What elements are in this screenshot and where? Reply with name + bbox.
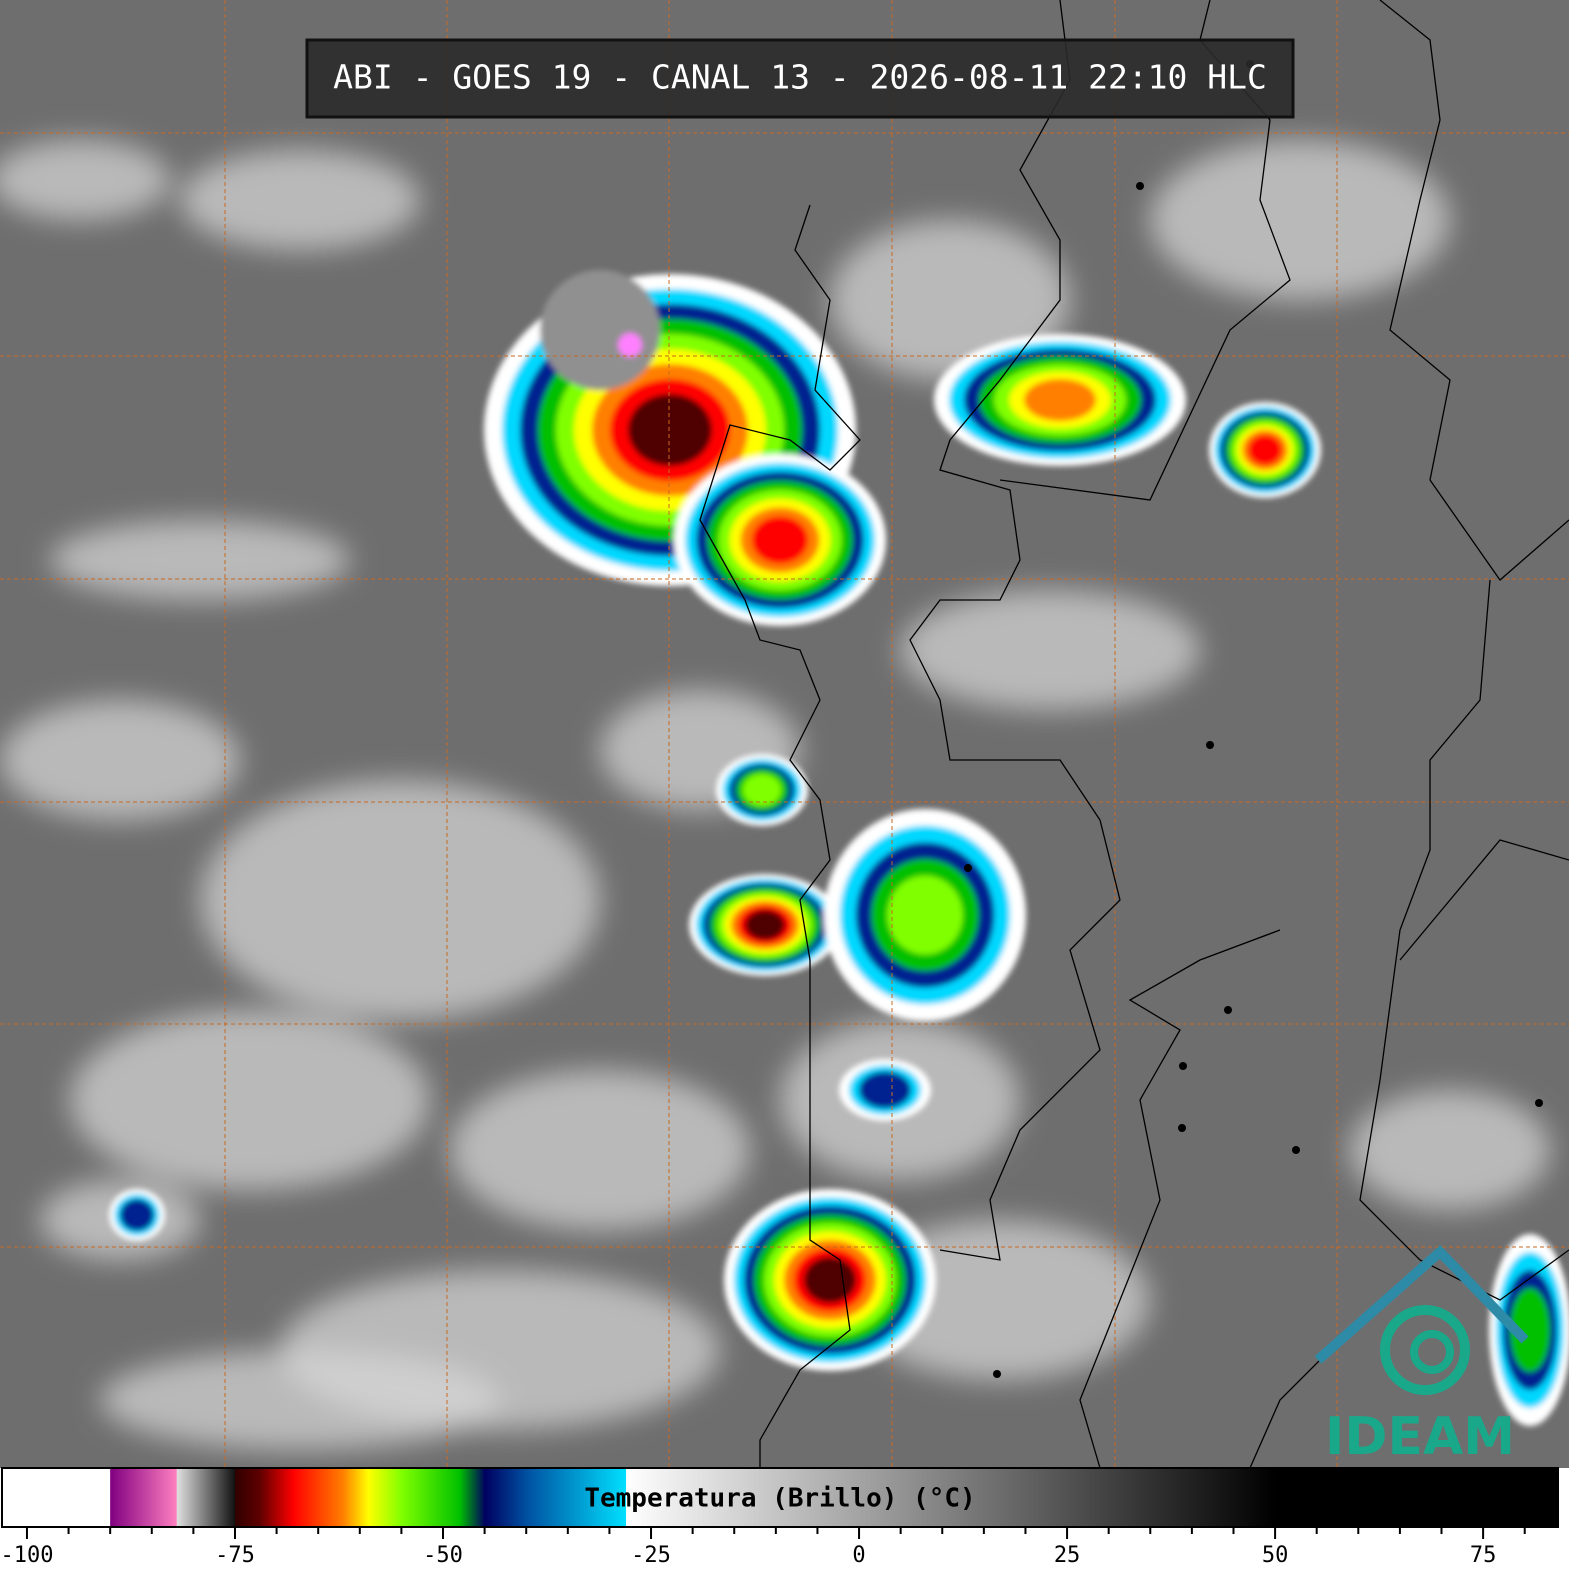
colorbar: -100 -75 -50 -25 0 25 50 75 <box>0 1468 1559 1568</box>
colorbar-segment <box>401 1468 461 1527</box>
storm-ring <box>751 516 809 564</box>
logo-icon <box>1314 1245 1529 1395</box>
colorbar-segment <box>459 1468 486 1527</box>
cloud <box>180 150 420 250</box>
cloud <box>100 1350 500 1450</box>
storm-ring <box>1510 1288 1550 1372</box>
city-markers <box>964 60 1543 1378</box>
storm-ring <box>859 1071 911 1109</box>
storm-ring <box>628 394 712 466</box>
colorbar-segment <box>110 1468 178 1527</box>
title: ABI - GOES 19 - CANAL 13 - 2026-08-11 22… <box>333 58 1267 97</box>
storm-ring <box>120 1199 154 1231</box>
cloud <box>70 1010 430 1190</box>
colorbar-segment <box>2 1468 111 1527</box>
colorbar-segment <box>368 1468 402 1527</box>
storm-ring <box>1024 379 1096 421</box>
colorbar-segment <box>626 1468 1276 1527</box>
storm-core <box>618 333 642 357</box>
storm-ring <box>1247 434 1283 466</box>
tick-label: 0 <box>852 1543 865 1568</box>
colorbar-segment <box>176 1468 236 1527</box>
colorbar-frame <box>1 1467 1559 1528</box>
cloud <box>1350 1090 1550 1210</box>
tick-label: -75 <box>215 1543 255 1568</box>
colorbar-label: Temperatura (Brillo) (°C) <box>584 1484 975 1514</box>
storm-ring <box>742 774 782 806</box>
tick-label: -25 <box>631 1543 671 1568</box>
cloud <box>0 140 170 220</box>
tick-label: -100 <box>0 1543 53 1568</box>
cloud <box>0 700 240 820</box>
storm-ring <box>887 875 963 955</box>
lat-lon-grid <box>0 0 1569 1468</box>
tick-label: 50 <box>1262 1543 1289 1568</box>
cloud <box>900 590 1200 710</box>
storm-ring <box>804 1257 856 1303</box>
tick-label: -50 <box>423 1543 463 1568</box>
title-box <box>305 38 1295 119</box>
cloud <box>1150 140 1450 300</box>
colorbar-segment <box>343 1468 369 1527</box>
storm-cells <box>109 270 1569 1426</box>
colorbar-segment <box>484 1468 527 1527</box>
logo-text: IDEAM <box>1325 1407 1515 1467</box>
cloud <box>50 520 350 600</box>
cloud-field <box>0 140 1550 1450</box>
colorbar-segment <box>259 1468 294 1527</box>
tick-label: 25 <box>1054 1543 1081 1568</box>
cloud <box>200 780 600 1020</box>
tick-label: 75 <box>1470 1543 1497 1568</box>
storm-ring <box>745 910 785 940</box>
storm-core <box>540 270 660 390</box>
colorbar-segment <box>526 1468 627 1527</box>
colorbar-segment <box>1275 1468 1559 1527</box>
cloud <box>450 1070 750 1230</box>
colorbar-segment <box>293 1468 344 1527</box>
colorbar-segment <box>234 1468 261 1527</box>
